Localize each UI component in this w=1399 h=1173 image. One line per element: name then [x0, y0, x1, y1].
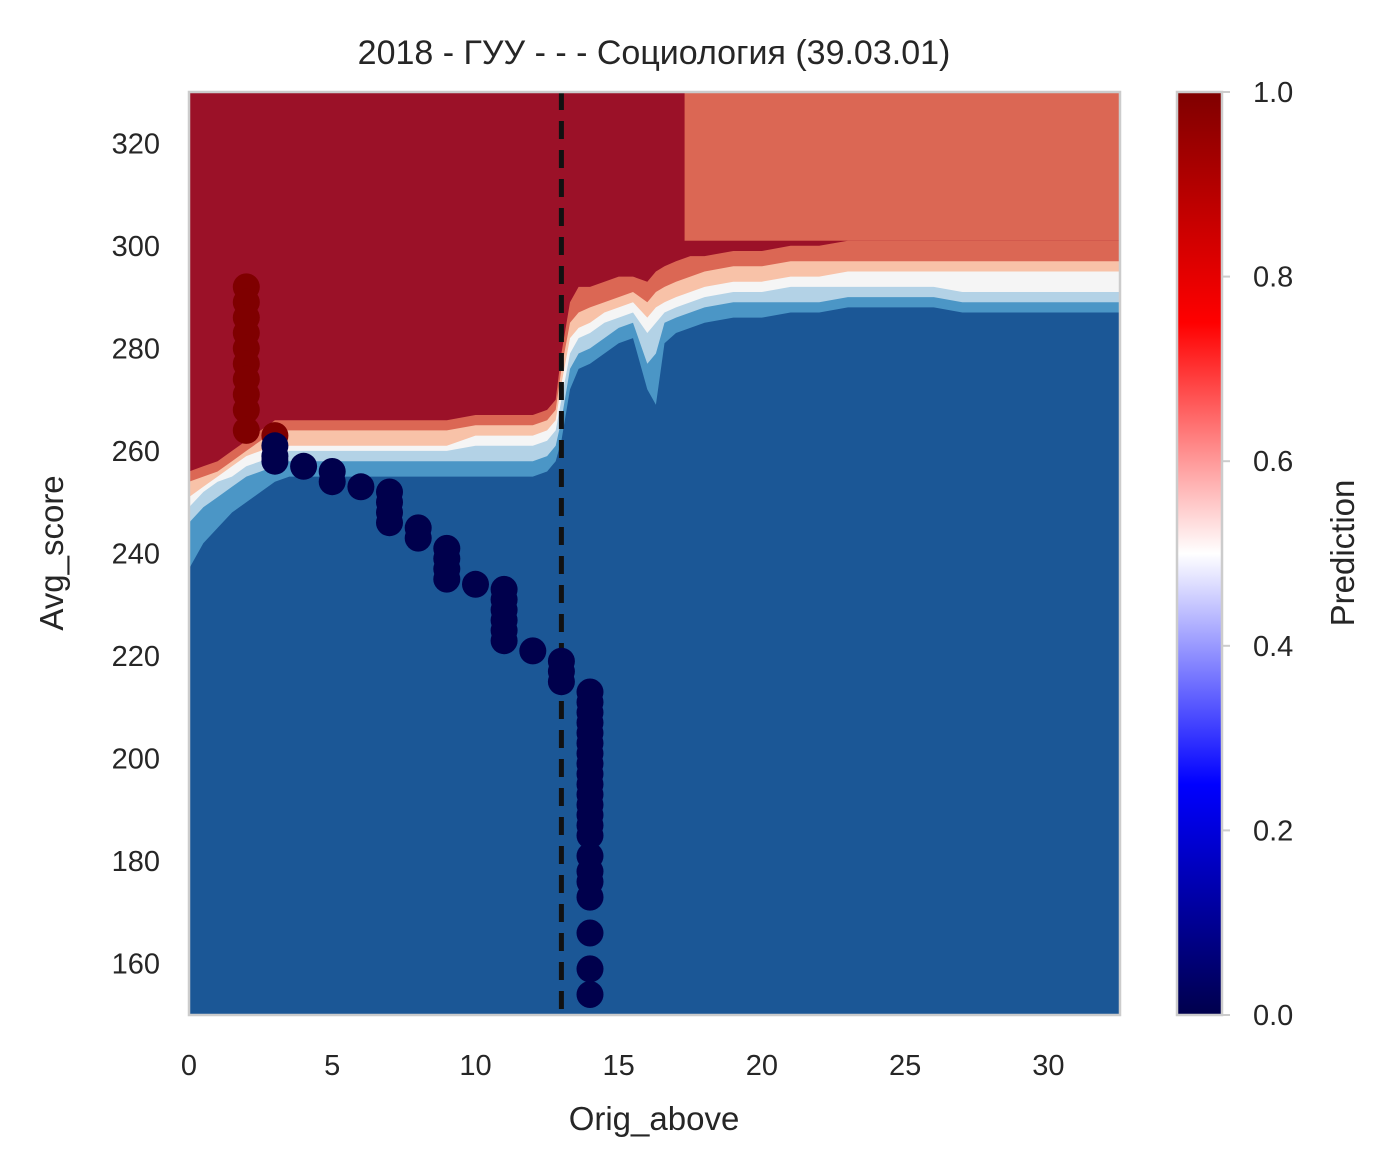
y-axis-label: Avg_score: [33, 475, 70, 630]
colorbar-label: Prediction: [1324, 480, 1361, 627]
chart-title: 2018 - ГУУ - - - Социология (39.03.01): [358, 34, 951, 72]
scatter-points: [232, 273, 604, 1008]
y-tick-label: 280: [112, 333, 160, 365]
x-axis-ticks: 0 5 10 15 20 25 30: [181, 1050, 1065, 1082]
y-tick-label: 160: [112, 949, 160, 981]
decision-contours: [189, 92, 1120, 1015]
point-class-0: [433, 565, 461, 593]
colorbar-tick-label: 0.2: [1253, 815, 1293, 847]
point-class-0: [576, 883, 604, 911]
point-class-0: [376, 509, 403, 537]
y-tick-label: 240: [112, 539, 160, 571]
y-tick-label: 180: [112, 846, 160, 878]
x-tick-label: 15: [603, 1050, 635, 1082]
point-class-0: [318, 468, 346, 496]
y-tick-label: 320: [112, 128, 160, 160]
point-class-1: [232, 416, 260, 444]
y-axis-ticks: 160 180 200 220 240 260 280 300 320: [112, 128, 160, 980]
point-class-0: [576, 919, 604, 947]
x-axis-label: Orig_above: [569, 1100, 740, 1137]
point-class-0: [576, 981, 604, 1008]
point-class-0: [404, 524, 432, 552]
colorbar-tick-label: 0.6: [1253, 446, 1293, 478]
x-tick-label: 20: [746, 1050, 778, 1082]
colorbar-ticks: 0.0 0.2 0.4 0.6 0.8 1.0: [1222, 77, 1293, 1032]
x-tick-label: 5: [324, 1050, 340, 1082]
x-tick-label: 25: [889, 1050, 921, 1082]
colorbar-tick-label: 0.4: [1253, 631, 1293, 663]
point-class-1: [232, 396, 260, 424]
band-upper-right: [684, 92, 1120, 241]
point-class-0: [261, 447, 289, 475]
colorbar-tick-label: 0.0: [1253, 1000, 1293, 1032]
y-tick-label: 260: [112, 436, 160, 468]
point-class-0: [519, 637, 547, 665]
plot-frame: [187, 90, 1122, 1017]
point-class-0: [490, 627, 518, 655]
x-tick-label: 10: [459, 1050, 491, 1082]
point-class-0: [547, 668, 575, 696]
x-tick-label: 0: [181, 1050, 197, 1082]
y-tick-label: 220: [112, 641, 160, 673]
point-class-0: [462, 570, 489, 598]
y-tick-label: 200: [112, 744, 160, 776]
y-tick-label: 300: [112, 231, 160, 263]
point-class-0: [347, 473, 375, 501]
point-class-0: [576, 822, 604, 849]
point-class-0: [290, 452, 318, 480]
colorbar-tick-label: 1.0: [1253, 77, 1293, 109]
point-class-0: [576, 955, 604, 983]
colorbar-tick-label: 0.8: [1253, 262, 1293, 294]
colorbar: [1175, 90, 1224, 1017]
x-tick-label: 30: [1032, 1050, 1064, 1082]
